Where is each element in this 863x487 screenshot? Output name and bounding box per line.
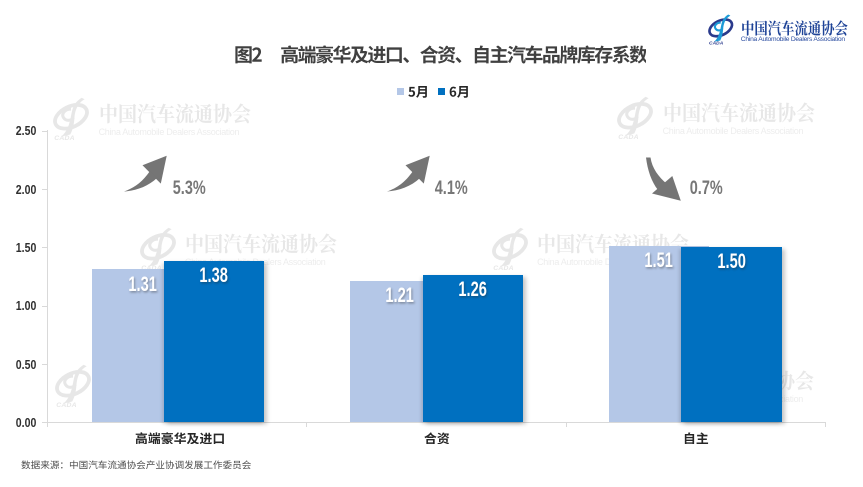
svg-text:CADA: CADA	[141, 265, 161, 271]
svg-text:CADA: CADA	[493, 265, 513, 271]
svg-text:CADA: CADA	[709, 40, 724, 45]
svg-text:CADA: CADA	[54, 135, 74, 141]
svg-text:CADA: CADA	[618, 134, 638, 140]
svg-text:CADA: CADA	[56, 402, 76, 408]
